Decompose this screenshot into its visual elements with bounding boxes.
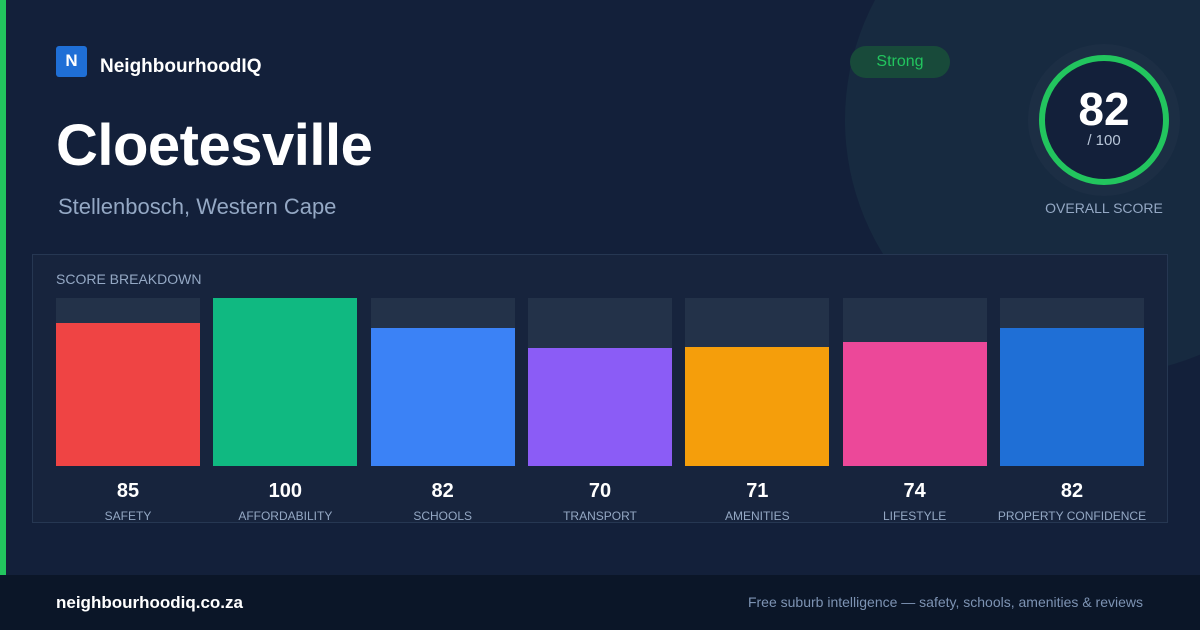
footer: [0, 575, 1200, 630]
title: Cloetesville: [56, 113, 373, 178]
badge: Strong: [850, 46, 950, 78]
score-label: OVERALL SCORE: [1045, 200, 1163, 216]
bar: [842, 341, 987, 466]
bar-label: SCHOOLS: [413, 509, 472, 523]
bar-value: 82: [431, 480, 454, 502]
bar-label: AMENITIES: [724, 509, 790, 523]
bar-value: 100: [268, 480, 303, 502]
subtitle: Stellenbosch, Western Cape: [58, 194, 337, 219]
bar-label: SAFETY: [104, 509, 152, 523]
accent-strip: [0, 0, 6, 575]
overall-score: 82: [1078, 83, 1130, 135]
bar-value: 85: [116, 480, 140, 502]
bar: [370, 328, 515, 466]
bar: [999, 328, 1144, 466]
bar-label: LIFESTYLE: [882, 509, 947, 523]
logo: N: [56, 46, 87, 77]
bar: [527, 348, 672, 466]
score-max: / 100: [1087, 132, 1121, 149]
footer-site: neighbourhoodiq.co.za: [56, 593, 243, 612]
score-ring: [1039, 55, 1169, 185]
breakdown-title: SCORE BREAKDOWN: [56, 271, 202, 287]
bar: [56, 323, 200, 466]
bar-value: 74: [903, 480, 926, 502]
bar: [213, 298, 358, 466]
bar-value: 70: [588, 480, 612, 502]
bar: [685, 346, 830, 466]
bar-label: AFFORDABILITY: [238, 509, 333, 523]
brand-name: NeighbourhoodIQ: [100, 56, 262, 77]
bar-value: 71: [746, 480, 769, 502]
bar-value: 82: [1060, 480, 1084, 502]
footer-tagline: Free suburb intelligence — safety, schoo…: [747, 594, 1143, 610]
bar-label: PROPERTY CONFIDENCE: [997, 509, 1147, 523]
bar-label: TRANSPORT: [563, 509, 637, 523]
